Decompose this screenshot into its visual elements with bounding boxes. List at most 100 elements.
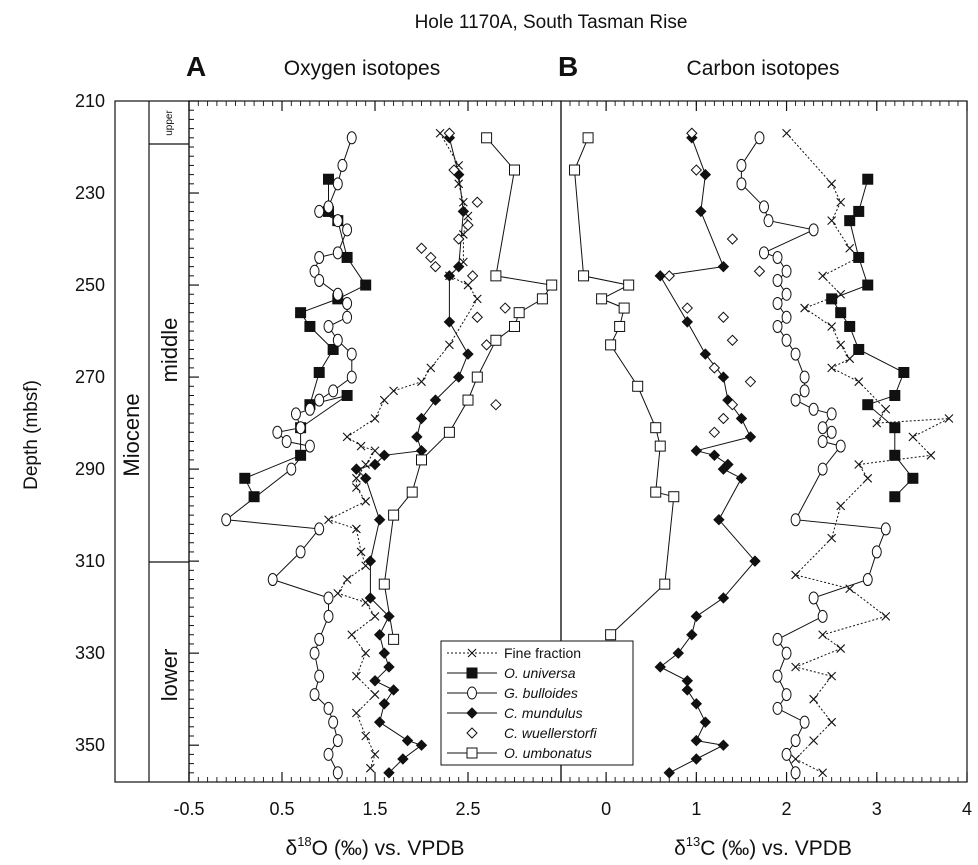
panel-a-point-g-bulloides — [314, 522, 325, 536]
panel-b-point-fine-fraction — [854, 377, 864, 387]
panel-b-point-fine-fraction — [818, 630, 828, 640]
panel-a-point-c-wuellerstorfi — [452, 233, 465, 245]
panel-a-point-g-bulloides — [323, 609, 334, 623]
panel-a-point-g-bulloides — [346, 131, 357, 145]
panel-a-point-g-bulloides — [323, 200, 334, 214]
panel-a-point-fine-fraction — [361, 496, 371, 506]
panel-b-line-fine-fraction — [786, 132, 950, 774]
panel-b-point-g-bulloides — [880, 522, 891, 536]
panel-a-point-c-wuellerstorfi — [499, 302, 511, 314]
panel-b-point-fine-fraction — [818, 768, 828, 778]
panel-a-point-o-umbonatus — [462, 394, 474, 406]
figure-title: Hole 1170A, South Tasman Rise — [415, 12, 688, 33]
panel-a-point-o-umbonatus — [406, 486, 418, 498]
panel-b-point-c-wuellerstorfi — [726, 398, 739, 411]
legend-label: C. mundulus — [504, 705, 583, 721]
legend-marker — [467, 648, 477, 658]
panel-b-point-g-bulloides — [799, 370, 810, 384]
panel-a-point-fine-fraction — [370, 750, 380, 759]
panel-b-point-g-bulloides — [790, 734, 801, 748]
panel-b-point-c-mundulus — [708, 449, 721, 462]
panel-a-point-c-mundulus — [383, 767, 395, 779]
panel-b-point-o-umbonatus — [659, 578, 671, 590]
panel-b-point-g-bulloides — [772, 296, 783, 310]
panel-a-point-c-mundulus — [397, 753, 409, 765]
panel-b-point-fine-fraction — [809, 694, 819, 704]
panel-a-point-c-mundulus — [452, 371, 465, 383]
legend-marker — [467, 686, 477, 700]
legend-box — [440, 640, 634, 766]
panel-b-point-g-bulloides — [790, 766, 801, 780]
panel-b-point-c-mundulus — [735, 472, 748, 485]
panel-a-point-o-umbonatus — [509, 164, 520, 176]
panel-b-point-g-bulloides — [772, 273, 783, 287]
panel-a-point-g-bulloides — [332, 287, 343, 301]
panel-b-point-fine-fraction — [908, 432, 918, 442]
panel-a-point-g-bulloides — [304, 439, 315, 453]
panel-b-point-g-bulloides — [772, 701, 783, 715]
panel-b-point-g-bulloides — [781, 287, 792, 301]
panel-a-point-g-bulloides — [337, 158, 348, 172]
panel-b-point-fine-fraction — [791, 754, 800, 764]
panel-a-point-g-bulloides — [332, 177, 343, 191]
panel-b-point-c-wuellerstorfi — [686, 127, 698, 139]
panel-b-point-fine-fraction — [836, 644, 846, 653]
panel-b-point-o-universa — [889, 449, 901, 461]
panel-a-point-fine-fraction — [370, 690, 380, 699]
panel-b-point-c-mundulus — [690, 610, 703, 623]
panel-b-point-c-mundulus — [717, 739, 730, 751]
panel-b-x-tick-label: 4 — [962, 799, 972, 819]
panel-b-series-c-mundulus — [654, 132, 761, 779]
panel-a-point-g-bulloides — [342, 223, 353, 237]
panel-a-point-c-mundulus — [350, 463, 363, 475]
panel-b-plot-area — [569, 127, 954, 780]
legend-label: G. bulloides — [504, 685, 578, 701]
panel-b-point-fine-fraction — [827, 671, 837, 681]
panel-a-line-o-umbonatus — [383, 137, 553, 640]
panel-a-point-fine-fraction — [458, 197, 468, 207]
panel-b-point-g-bulloides — [754, 131, 765, 145]
panel-a-point-g-bulloides — [309, 646, 320, 660]
panel-a-point-c-mundulus — [462, 348, 474, 360]
panel-a-point-c-wuellerstorfi — [466, 270, 479, 282]
panel-a-point-c-mundulus — [373, 716, 386, 728]
panel-b-point-c-wuellerstorfi — [753, 265, 766, 277]
panel-b-point-c-mundulus — [717, 371, 730, 383]
panel-a-point-c-mundulus — [429, 394, 442, 406]
panel-a-point-c-mundulus — [443, 316, 456, 328]
panel-b-x-label-delta: δ — [674, 837, 686, 860]
panel-a-point-g-bulloides — [295, 421, 306, 435]
panel-b-point-o-umbonatus — [569, 164, 581, 176]
panel-b-point-c-mundulus — [699, 348, 712, 360]
panel-b-point-o-umbonatus — [582, 132, 594, 144]
panel-a-point-o-universa — [313, 366, 325, 378]
panel-b-point-fine-fraction — [863, 473, 873, 483]
panel-b-series-o-universa — [826, 173, 919, 503]
panel-a-point-g-bulloides — [323, 701, 334, 715]
panel-a-point-g-bulloides — [332, 766, 343, 780]
panel-b-point-fine-fraction — [881, 404, 891, 414]
panel-b-point-g-bulloides — [772, 669, 783, 683]
panel-a-x-tick-label: 2.5 — [455, 799, 480, 819]
panel-a-point-fine-fraction — [426, 363, 436, 373]
subepoch-upper-label: upper — [164, 110, 175, 136]
panel-a-point-o-umbonatus — [509, 320, 520, 332]
panel-a-point-c-wuellerstorfi — [490, 398, 502, 411]
panel-b-point-fine-fraction — [881, 611, 891, 621]
panel-b-frame — [560, 100, 968, 783]
panel-a-point-c-mundulus — [415, 444, 428, 457]
panel-a-point-c-mundulus — [364, 555, 377, 567]
panel-b-point-o-universa — [898, 366, 910, 378]
panel-a-point-g-bulloides — [323, 591, 334, 605]
panel-a-point-o-umbonatus — [536, 293, 548, 305]
panel-b-point-c-mundulus — [686, 629, 698, 641]
panel-b-point-g-bulloides — [817, 435, 828, 448]
panel-a-point-o-umbonatus — [471, 371, 483, 383]
legend-item-g-bulloides: G. bulloides — [447, 685, 578, 701]
panel-b-x-axis: 0 1 2 3 4 — [569, 101, 972, 819]
panel-a-point-fine-fraction — [379, 395, 389, 405]
panel-b-point-fine-fraction — [791, 570, 800, 580]
panel-b-point-o-umbonatus — [650, 422, 662, 434]
panel-b-point-fine-fraction — [944, 414, 954, 423]
panel-b-point-g-bulloides — [759, 246, 769, 260]
